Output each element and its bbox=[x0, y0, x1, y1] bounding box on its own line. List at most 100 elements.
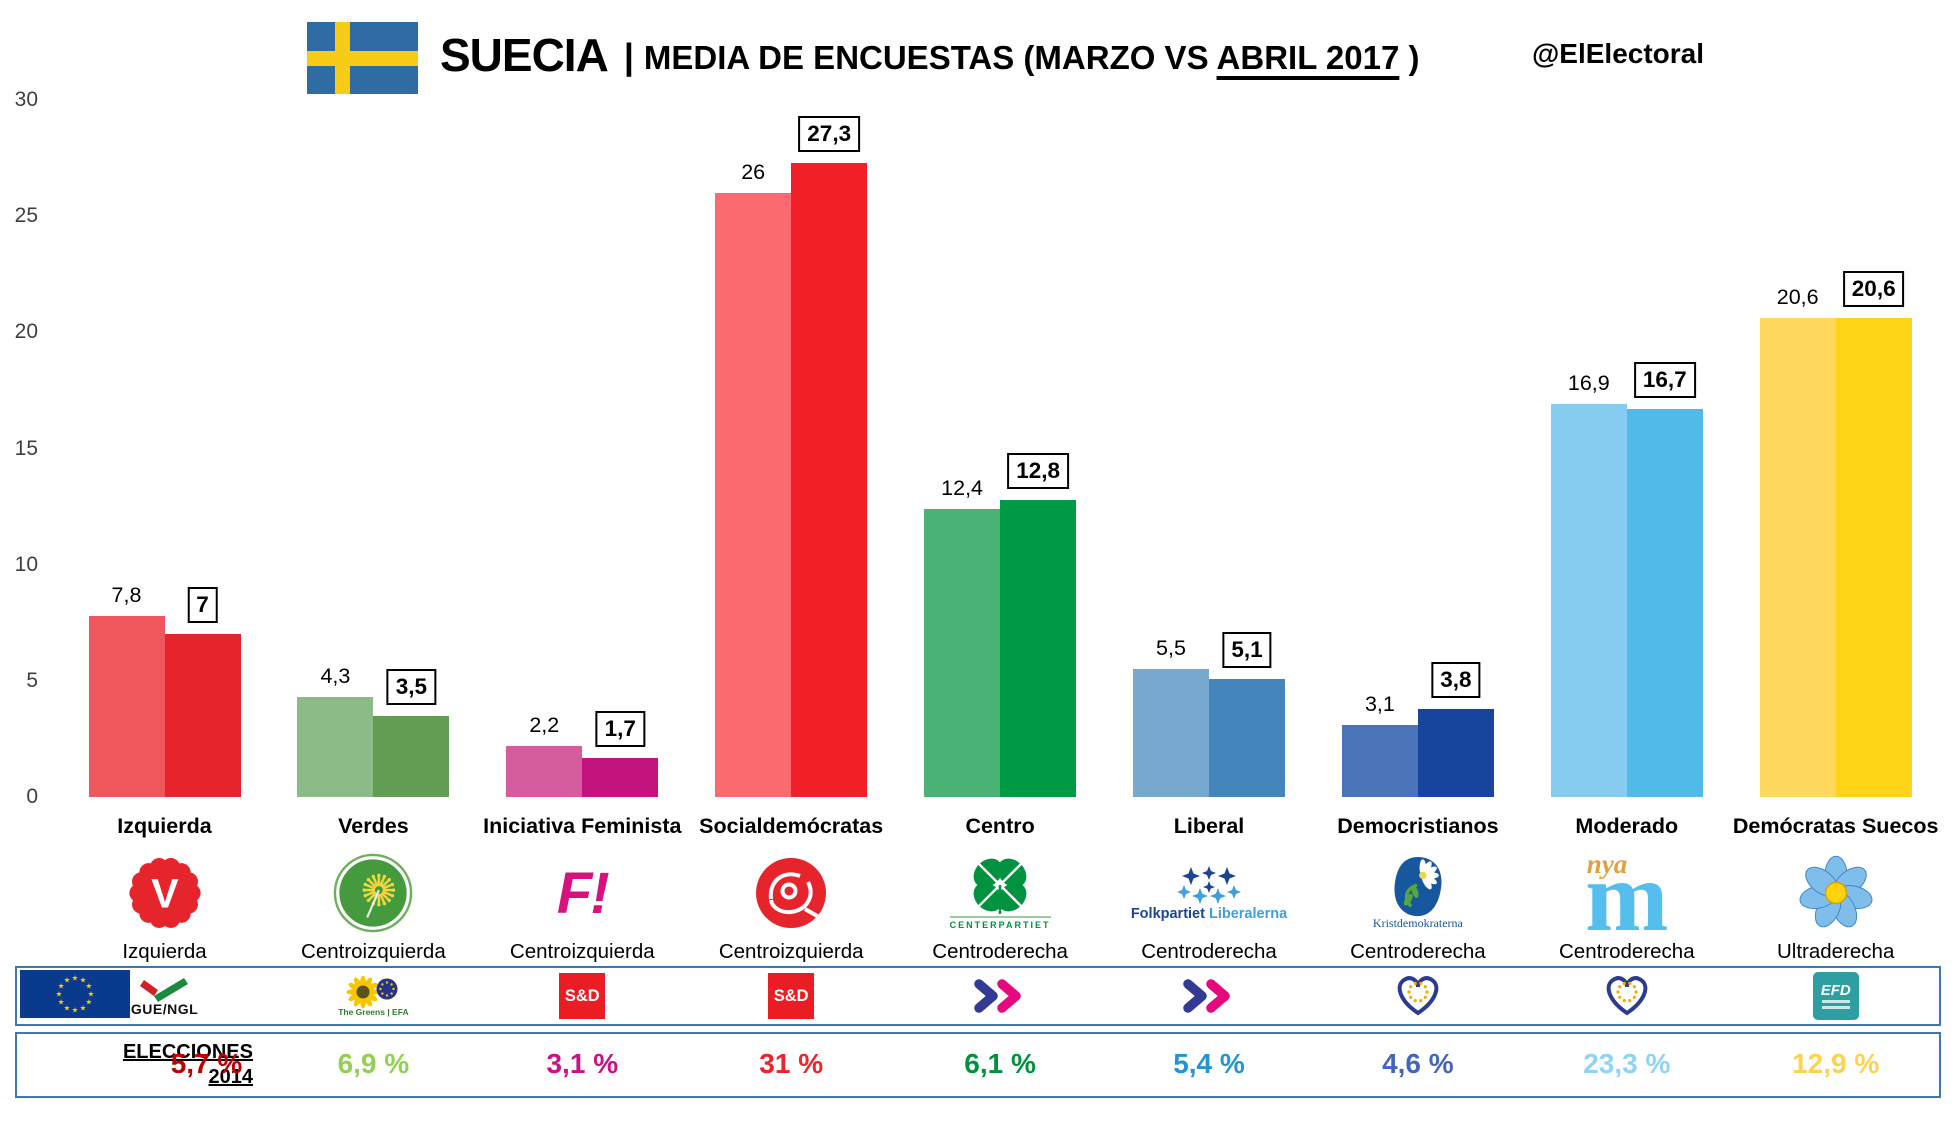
bar-marzo-moderado bbox=[1550, 404, 1627, 797]
bar-abril-democristianos bbox=[1417, 708, 1494, 797]
bar-marzo-democristianos bbox=[1341, 724, 1418, 797]
moderaterna-m-letter: m bbox=[1585, 841, 1669, 952]
bar-abril-iniciativa-feminista bbox=[582, 757, 659, 797]
abril-value-box: 12,8 bbox=[1007, 452, 1069, 489]
party-position-moderado: Centroderecha bbox=[1558, 940, 1695, 963]
svg-text:★: ★ bbox=[58, 998, 65, 1007]
bar-marzo-izquierda bbox=[88, 615, 165, 797]
elections-2014-value-verdes: 6,9 % bbox=[337, 1048, 410, 1079]
party-position-centro: Centroderecha bbox=[932, 940, 1068, 963]
party-position-iniciativa-feminista: Centroizquierda bbox=[509, 940, 655, 963]
party-name-dem-cratas-suecos: Demócratas Suecos bbox=[1732, 814, 1939, 838]
title-subtitle-underlined: ABRIL 2017 bbox=[1216, 39, 1400, 76]
y-axis-tick-label: 20 bbox=[14, 320, 38, 344]
svg-text:★: ★ bbox=[86, 998, 93, 1007]
y-axis-tick-label: 15 bbox=[14, 436, 38, 460]
sd-group-wordmark: S&D bbox=[768, 973, 815, 1019]
abril-value-box: 7 bbox=[187, 587, 218, 624]
y-axis-tick-label: 30 bbox=[14, 88, 38, 111]
elections-2014-value-dem-cratas-suecos: 12,9 % bbox=[1792, 1048, 1880, 1079]
greens-efa-wordmark: The Greens | EFA bbox=[338, 1006, 409, 1017]
efd-wordmark: EFD bbox=[1820, 981, 1851, 999]
sweden-flag-cross-vertical bbox=[335, 22, 350, 94]
gue-ngl-group-logo-icon: GUE/NGL bbox=[60, 966, 270, 1026]
kristdemokraterna-wordmark: Kristdemokraterna bbox=[1372, 915, 1463, 930]
elections-2014-label: ELECCIONES 2014 bbox=[122, 1041, 253, 1088]
bar-marzo-iniciativa-feminista bbox=[506, 745, 583, 797]
svg-text:★: ★ bbox=[64, 1003, 71, 1012]
svg-text:★: ★ bbox=[72, 1006, 79, 1015]
efd-group-logo-icon: EFD bbox=[1731, 966, 1941, 1026]
epp-heart-logo-icon bbox=[1522, 966, 1732, 1026]
greens-efa-group-logo-icon: The Greens | EFA bbox=[268, 966, 478, 1026]
vansterpartiet-v-flower-icon: V bbox=[60, 848, 270, 938]
bar-abril-izquierda bbox=[164, 634, 241, 797]
bar-marzo-liberal bbox=[1133, 669, 1209, 797]
epp-heart-logo-icon bbox=[1313, 966, 1523, 1026]
elections-2014-value-liberal: 5,4 % bbox=[1173, 1048, 1245, 1079]
elections-2014-value-moderado: 23,3 % bbox=[1583, 1048, 1671, 1079]
svg-text:★: ★ bbox=[80, 1003, 87, 1012]
marzo-value-label: 12,4 bbox=[941, 475, 984, 500]
sweden-flag-icon bbox=[307, 22, 418, 94]
party-name-iniciativa-feminista: Iniciativa Feminista bbox=[483, 814, 682, 838]
marzo-value-label: 3,1 bbox=[1364, 691, 1395, 716]
socialdemokraterna-rose-icon bbox=[686, 848, 896, 938]
bar-marzo-verdes bbox=[297, 697, 374, 797]
party-name-liberal: Liberal bbox=[1173, 814, 1245, 838]
y-axis-tick-label: 0 bbox=[26, 785, 38, 808]
party-position-socialdem-cratas: Centroizquierda bbox=[718, 940, 864, 963]
party-position-democristianos: Centroderecha bbox=[1350, 940, 1486, 963]
alde-group-logo-icon bbox=[895, 966, 1105, 1026]
bar-abril-verdes bbox=[373, 715, 450, 797]
abril-value-box: 20,6 bbox=[1842, 271, 1905, 308]
page-title: SUECIA | MEDIA DE ENCUESTAS (MARZO VS ABRI… bbox=[440, 28, 1420, 82]
party-position-verdes: Centroizquierda bbox=[301, 940, 446, 963]
moderaterna-nya-script: nya bbox=[1586, 849, 1628, 879]
title-subtitle: MEDIA DE ENCUESTAS (MARZO VS ABRIL 2017 … bbox=[643, 39, 1420, 76]
abril-value-box: 1,7 bbox=[595, 710, 645, 747]
bar-marzo-dem-cratas-suecos bbox=[1759, 318, 1836, 797]
party-position-dem-cratas-suecos: Ultraderecha bbox=[1777, 940, 1895, 963]
elections-2014-row bbox=[15, 1032, 1941, 1098]
marzo-value-label: 2,2 bbox=[529, 712, 560, 737]
abril-value-box: 5,1 bbox=[1222, 631, 1272, 668]
abril-value-box: 27,3 bbox=[798, 115, 861, 152]
svg-text:★: ★ bbox=[86, 982, 93, 991]
party-position-liberal: Centroderecha bbox=[1141, 940, 1277, 963]
svg-text:★: ★ bbox=[80, 976, 87, 985]
elections-2014-value-democristianos: 4,6 % bbox=[1382, 1048, 1454, 1079]
bar-abril-socialdem-cratas bbox=[791, 162, 868, 797]
y-axis-tick-label: 10 bbox=[14, 552, 38, 576]
marzo-value-label: 26 bbox=[741, 159, 766, 184]
bar-marzo-socialdem-cratas bbox=[715, 192, 792, 797]
bar-abril-moderado bbox=[1626, 409, 1703, 797]
svg-text:★: ★ bbox=[64, 976, 71, 985]
abril-value-box: 3,5 bbox=[386, 668, 437, 705]
marzo-value-label: 16,9 bbox=[1567, 371, 1610, 396]
feminist-initiative-f-icon: F! bbox=[556, 860, 610, 926]
y-axis-tick-label: 25 bbox=[14, 204, 38, 228]
party-name-verdes: Verdes bbox=[338, 814, 409, 838]
abril-value-box: 16,7 bbox=[1633, 362, 1696, 398]
party-name-democristianos: Democristianos bbox=[1337, 814, 1499, 838]
svg-text:★: ★ bbox=[72, 974, 79, 983]
elections-2014-value-izquierda: 5,7 % bbox=[170, 1048, 243, 1079]
marzo-value-label: 20,6 bbox=[1776, 285, 1819, 310]
sd-group-wordmark: S&D bbox=[559, 973, 606, 1019]
elections-2014-value-socialdem-cratas: 31 % bbox=[759, 1048, 824, 1079]
title-separator: | bbox=[623, 36, 634, 77]
kristdemokraterna-daisy-icon: Kristdemokraterna bbox=[1313, 848, 1523, 938]
moderaterna-nya-m-icon: nya m bbox=[1522, 841, 1732, 952]
centerpartiet-wordmark: CENTERPARTIET bbox=[949, 916, 1051, 930]
party-name-centro: Centro bbox=[965, 814, 1035, 838]
sd-group-logo-icon: S&D bbox=[686, 966, 896, 1026]
svg-text:★: ★ bbox=[56, 990, 63, 999]
y-axis-tick-label: 5 bbox=[26, 668, 38, 692]
svg-text:★: ★ bbox=[88, 990, 95, 999]
party-name-izquierda: Izquierda bbox=[117, 814, 212, 838]
party-name-socialdem-cratas: Socialdemócratas bbox=[699, 814, 884, 838]
marzo-value-label: 7,8 bbox=[111, 582, 142, 607]
alde-group-logo-icon bbox=[1104, 966, 1314, 1026]
